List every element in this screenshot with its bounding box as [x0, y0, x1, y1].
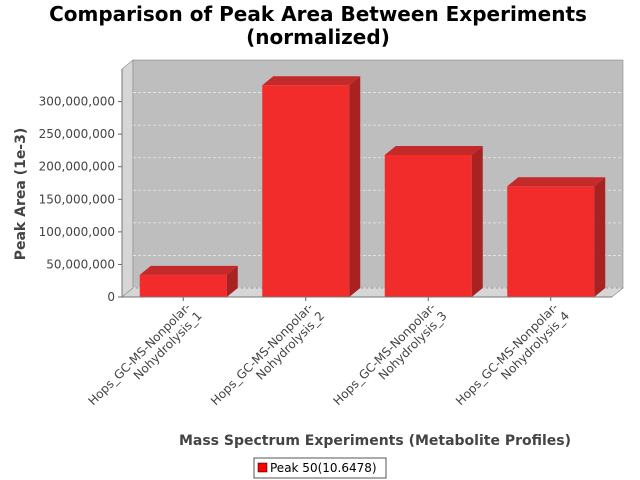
bar-top: [139, 265, 238, 275]
bar-side: [349, 76, 361, 298]
x-tick-label: Hops_GC-MS-Nonpolar-Nohydrolysis_3: [330, 299, 449, 418]
x-axis-title: Mass Spectrum Experiments (Metabolite Pr…: [179, 433, 571, 449]
y-axis-title: Peak Area (1e-3): [13, 128, 29, 261]
legend-box: [253, 457, 387, 479]
bar: [139, 274, 227, 297]
bar-side: [471, 145, 483, 297]
plot-left-wall: [121, 59, 134, 298]
chart-title-line-1: Comparison of Peak Area Between Experime…: [49, 2, 587, 26]
chart-title-line-2: (normalized): [246, 25, 390, 49]
y-tick-label: 150,000,000: [39, 192, 115, 206]
bar: [384, 154, 472, 297]
y-tick-label: 250,000,000: [39, 127, 115, 141]
bar-top: [384, 145, 483, 155]
y-tick-label: 100,000,000: [39, 225, 115, 239]
y-tick-label: 300,000,000: [39, 95, 115, 109]
x-tick-label-line: Hops_GC-MS-Nonpolar-: [85, 300, 193, 408]
bar-top: [262, 76, 361, 86]
x-tick-label: Hops_GC-MS-Nonpolar-Nohydrolysis_2: [208, 299, 327, 418]
bar-side: [594, 177, 606, 297]
y-tick-label: 0: [107, 290, 115, 304]
plot-area: 0 50,000,000 100,000,000 150,000,000 200,000…: [39, 59, 624, 418]
legend-swatch: [257, 462, 268, 473]
bar-top: [507, 177, 606, 187]
x-tick-label-line: Hops_GC-MS-Nonpolar-: [453, 300, 561, 408]
x-tick-label: Hops_GC-MS-Nonpolar-Nohydrolysis_1: [85, 299, 204, 418]
y-tick-label: 200,000,000: [39, 160, 115, 174]
x-tick-label-line: Hops_GC-MS-Nonpolar-: [208, 300, 316, 408]
legend: Peak 50(10.6478): [253, 457, 387, 479]
legend-label: Peak 50(10.6478): [270, 461, 377, 475]
y-tick-label: 50,000,000: [46, 257, 115, 271]
bar: [262, 85, 350, 298]
x-tick-label: Hops_GC-MS-Nonpolar-Nohydrolysis_4: [453, 299, 572, 418]
x-tick-label-line: Hops_GC-MS-Nonpolar-: [330, 300, 438, 408]
bar: [507, 186, 595, 297]
bar-side: [226, 265, 238, 297]
